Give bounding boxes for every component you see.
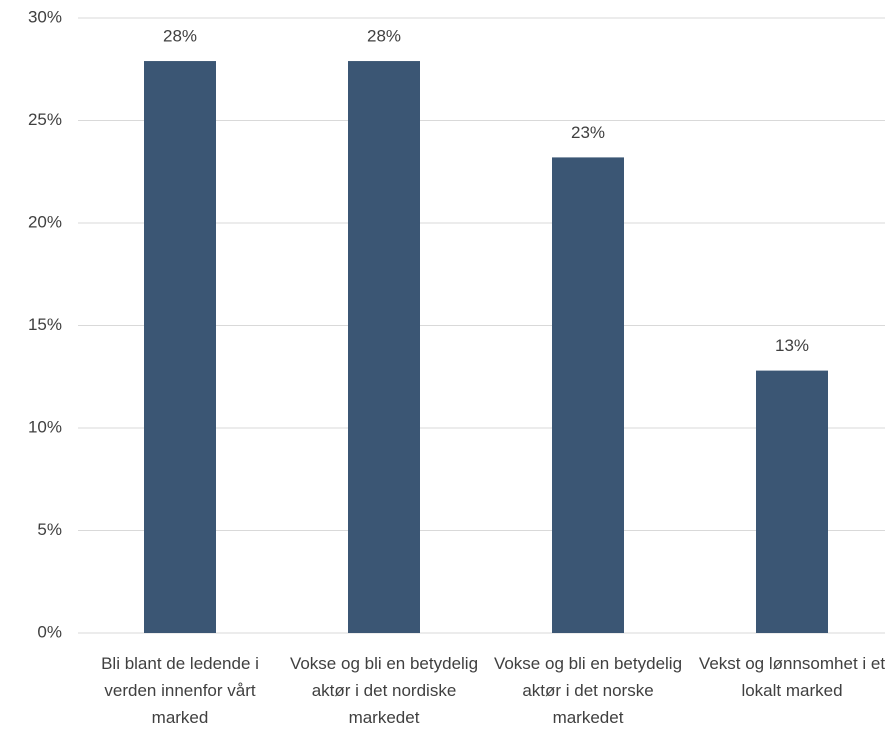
y-tick-label: 0% (37, 622, 62, 641)
bar (552, 157, 624, 633)
data-label: 13% (775, 336, 809, 355)
y-tick-label: 10% (28, 417, 62, 436)
x-tick-label: Vekst og lønnsomhet i et lokalt marked (698, 654, 885, 700)
x-tick-label: Vokse og bli en betydelig aktør i det no… (289, 654, 479, 727)
x-tick-label: Vokse og bli en betydelig aktør i det no… (493, 654, 683, 727)
y-tick-label: 5% (37, 520, 62, 539)
y-tick-label: 25% (28, 110, 62, 129)
data-label: 28% (163, 27, 197, 46)
y-tick-label: 20% (28, 212, 62, 231)
data-label: 23% (571, 123, 605, 142)
x-tick-label: Bli blant de ledende i verden innenfor v… (101, 654, 259, 727)
data-label: 28% (367, 27, 401, 46)
y-tick-label: 15% (28, 315, 62, 334)
y-tick-label: 30% (28, 7, 62, 26)
bar (756, 370, 828, 633)
bar (348, 61, 420, 634)
bar (144, 61, 216, 634)
